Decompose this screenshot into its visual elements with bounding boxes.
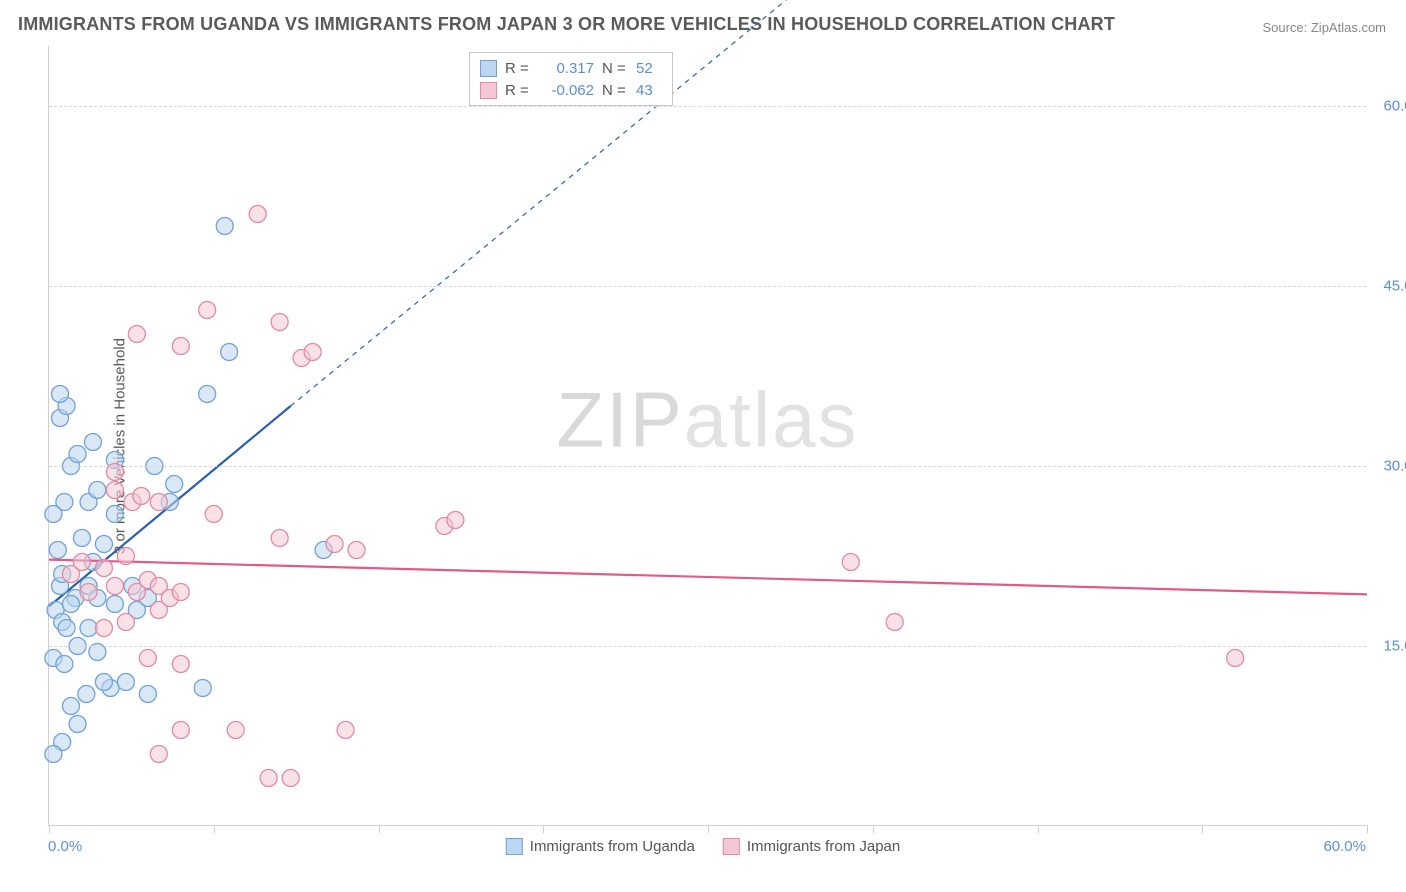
x-tick (708, 825, 709, 833)
gridline (49, 466, 1366, 467)
r-label: R = (505, 82, 531, 99)
n-label: N = (602, 60, 628, 77)
legend-item-japan: Immigrants from Japan (723, 838, 900, 855)
x-tick (379, 825, 380, 833)
gridline (49, 646, 1366, 647)
chart-title: IMMIGRANTS FROM UGANDA VS IMMIGRANTS FRO… (18, 14, 1115, 35)
n-value: 52 (636, 60, 662, 77)
plot-area: ZIPatlas R = 0.317 N = 52 R = -0.062 N =… (48, 46, 1366, 826)
legend-swatch-uganda (506, 838, 523, 855)
y-tick-label: 45.0% (1383, 278, 1406, 295)
swatch-uganda (480, 60, 497, 77)
x-tick (1367, 825, 1368, 833)
x-axis-min-label: 0.0% (48, 838, 82, 855)
stats-row-japan: R = -0.062 N = 43 (480, 79, 662, 101)
legend-item-uganda: Immigrants from Uganda (506, 838, 695, 855)
legend-label: Immigrants from Uganda (530, 838, 695, 855)
n-value: 43 (636, 82, 662, 99)
y-tick-label: 30.0% (1383, 458, 1406, 475)
correlation-stats-box: R = 0.317 N = 52 R = -0.062 N = 43 (469, 52, 673, 106)
source-attribution: Source: ZipAtlas.com (1262, 20, 1386, 35)
y-tick-label: 60.0% (1383, 98, 1406, 115)
legend: Immigrants from Uganda Immigrants from J… (506, 838, 900, 855)
x-tick (49, 825, 50, 833)
gridline (49, 106, 1366, 107)
r-label: R = (505, 60, 531, 77)
n-label: N = (602, 82, 628, 99)
swatch-japan (480, 82, 497, 99)
legend-label: Immigrants from Japan (747, 838, 900, 855)
gridline (49, 286, 1366, 287)
stats-row-uganda: R = 0.317 N = 52 (480, 57, 662, 79)
scatter-svg (49, 46, 1366, 825)
r-value: -0.062 (539, 82, 594, 99)
x-tick (214, 825, 215, 833)
x-tick (873, 825, 874, 833)
y-tick-label: 15.0% (1383, 638, 1406, 655)
x-axis-max-label: 60.0% (1323, 838, 1366, 855)
x-tick (543, 825, 544, 833)
x-tick (1038, 825, 1039, 833)
legend-swatch-japan (723, 838, 740, 855)
r-value: 0.317 (539, 60, 594, 77)
x-tick (1202, 825, 1203, 833)
